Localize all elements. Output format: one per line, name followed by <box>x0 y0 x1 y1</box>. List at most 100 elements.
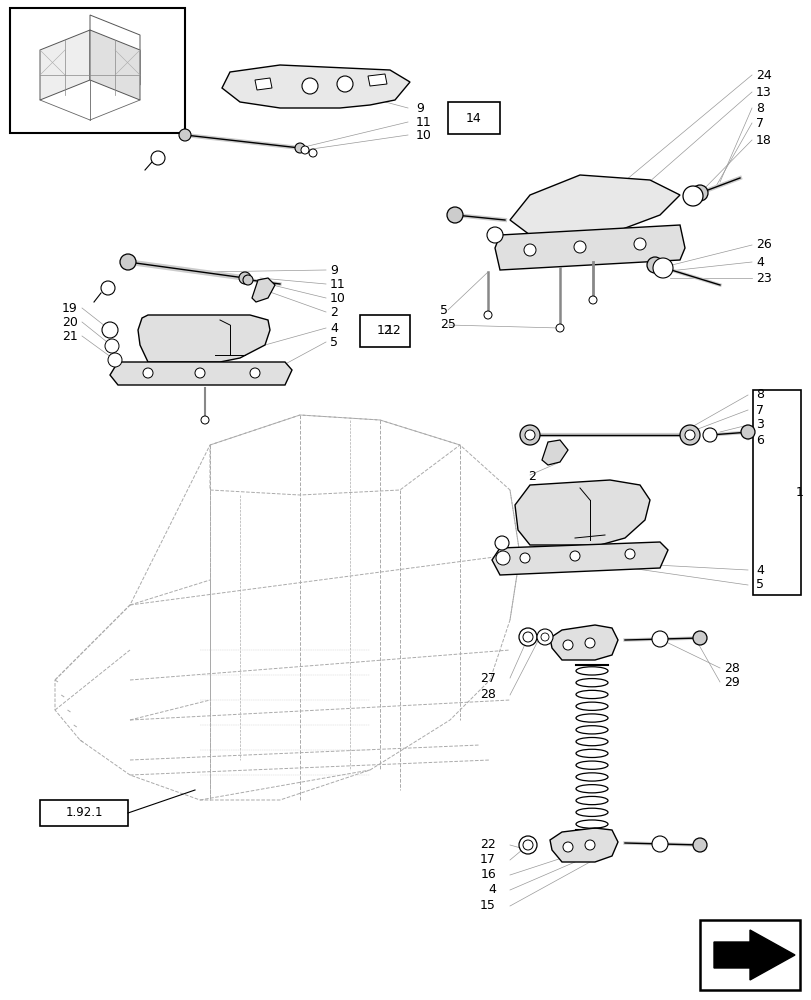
Circle shape <box>652 258 672 278</box>
Text: 18: 18 <box>755 134 771 147</box>
Bar <box>448 102 500 134</box>
Circle shape <box>195 368 204 378</box>
Polygon shape <box>138 315 270 362</box>
Circle shape <box>519 425 539 445</box>
Circle shape <box>536 629 552 645</box>
Circle shape <box>487 227 502 243</box>
Polygon shape <box>109 362 292 385</box>
Polygon shape <box>541 440 568 465</box>
Text: 4: 4 <box>487 883 496 896</box>
Text: 25: 25 <box>440 318 455 332</box>
Bar <box>10 8 185 133</box>
Text: 28: 28 <box>479 688 496 702</box>
Circle shape <box>105 339 119 353</box>
Circle shape <box>108 353 122 367</box>
Circle shape <box>525 430 534 440</box>
Text: 23: 23 <box>755 271 770 284</box>
Bar <box>359 315 410 347</box>
Circle shape <box>302 78 318 94</box>
Circle shape <box>120 254 135 270</box>
Circle shape <box>102 322 118 338</box>
Circle shape <box>242 275 253 285</box>
Bar <box>699 920 799 990</box>
Circle shape <box>588 296 596 304</box>
Bar <box>752 390 800 595</box>
Text: 3: 3 <box>755 418 763 432</box>
Circle shape <box>633 238 646 250</box>
Circle shape <box>562 842 573 852</box>
Circle shape <box>523 244 535 256</box>
Circle shape <box>309 149 316 157</box>
Text: 6: 6 <box>755 434 763 446</box>
Circle shape <box>540 633 548 641</box>
Text: 15: 15 <box>479 899 496 912</box>
Text: 5: 5 <box>755 578 763 591</box>
Text: 10: 10 <box>329 292 345 304</box>
Circle shape <box>101 281 115 295</box>
Text: 29: 29 <box>723 676 739 688</box>
Text: 5: 5 <box>329 336 337 349</box>
Circle shape <box>692 838 706 852</box>
Text: 9: 9 <box>329 263 337 276</box>
Circle shape <box>446 207 462 223</box>
Circle shape <box>301 146 309 154</box>
Polygon shape <box>509 175 679 240</box>
Text: 16: 16 <box>479 868 496 881</box>
Circle shape <box>294 143 305 153</box>
Circle shape <box>646 257 663 273</box>
Text: 19: 19 <box>62 302 78 314</box>
Text: 5: 5 <box>440 304 448 316</box>
Circle shape <box>682 186 702 206</box>
Circle shape <box>702 428 716 442</box>
Text: 8: 8 <box>755 102 763 115</box>
Bar <box>40 800 128 826</box>
Circle shape <box>483 311 491 319</box>
Circle shape <box>143 368 152 378</box>
Circle shape <box>496 551 509 565</box>
Circle shape <box>679 425 699 445</box>
Text: 11: 11 <box>415 116 431 129</box>
Polygon shape <box>255 78 272 90</box>
Circle shape <box>238 272 251 284</box>
Text: 22: 22 <box>479 838 496 851</box>
Text: 1.92.1: 1.92.1 <box>65 806 103 819</box>
Text: 7: 7 <box>755 117 763 130</box>
Text: 28: 28 <box>723 662 739 674</box>
Text: 11: 11 <box>329 277 345 290</box>
Circle shape <box>692 631 706 645</box>
Text: 14: 14 <box>466 112 481 125</box>
Polygon shape <box>491 542 667 575</box>
Text: 27: 27 <box>479 672 496 684</box>
Circle shape <box>562 640 573 650</box>
Circle shape <box>569 551 579 561</box>
Text: 24: 24 <box>755 69 770 82</box>
Circle shape <box>573 241 586 253</box>
Circle shape <box>519 553 530 563</box>
Text: 8: 8 <box>755 388 763 401</box>
Polygon shape <box>367 74 387 86</box>
Text: 7: 7 <box>755 403 763 416</box>
Circle shape <box>495 536 508 550</box>
Text: 26: 26 <box>755 238 770 251</box>
Polygon shape <box>495 225 684 270</box>
Circle shape <box>651 631 667 647</box>
Text: 2: 2 <box>329 306 337 318</box>
Polygon shape <box>549 828 617 862</box>
Circle shape <box>518 628 536 646</box>
Circle shape <box>522 632 532 642</box>
Text: 9: 9 <box>415 102 423 115</box>
Circle shape <box>740 425 754 439</box>
Polygon shape <box>90 30 139 100</box>
Circle shape <box>178 129 191 141</box>
Polygon shape <box>514 480 649 545</box>
Circle shape <box>584 638 594 648</box>
Polygon shape <box>40 30 90 100</box>
Circle shape <box>684 430 694 440</box>
Polygon shape <box>90 15 139 85</box>
Circle shape <box>201 416 208 424</box>
Polygon shape <box>251 278 275 302</box>
Text: 10: 10 <box>415 129 431 142</box>
Circle shape <box>522 840 532 850</box>
Text: 4: 4 <box>329 322 337 334</box>
Circle shape <box>518 836 536 854</box>
